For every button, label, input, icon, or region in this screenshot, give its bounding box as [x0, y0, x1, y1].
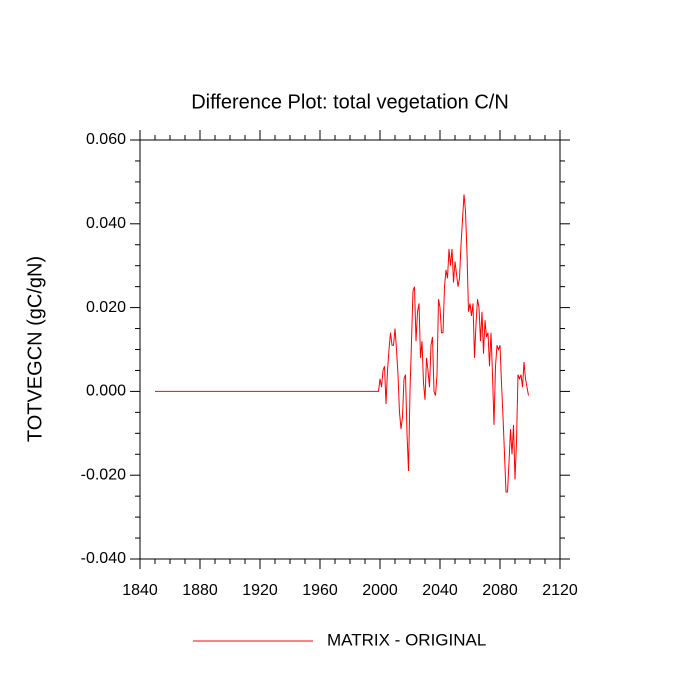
y-tick-label: -0.040: [81, 550, 126, 567]
legend-label: MATRIX - ORIGINAL: [327, 630, 486, 649]
x-tick-label: 1840: [122, 582, 158, 599]
x-tick-label: 1920: [242, 582, 278, 599]
y-tick-label: 0.020: [86, 299, 126, 316]
y-tick-label: -0.020: [81, 466, 126, 483]
y-tick-label: 0.060: [86, 131, 126, 148]
data-line: [155, 194, 529, 493]
x-tick-label: 2000: [362, 582, 398, 599]
y-tick-label: 0.000: [86, 383, 126, 400]
x-tick-label: 1880: [182, 582, 218, 599]
y-tick-label: 0.040: [86, 215, 126, 232]
chart-title: Difference Plot: total vegetation C/N: [191, 91, 509, 113]
y-axis-label: TOTVEGCN (gC/gN): [24, 256, 46, 442]
x-tick-label: 2120: [542, 582, 578, 599]
x-tick-label: 2040: [422, 582, 458, 599]
x-tick-label: 1960: [302, 582, 338, 599]
x-tick-label: 2080: [482, 582, 518, 599]
